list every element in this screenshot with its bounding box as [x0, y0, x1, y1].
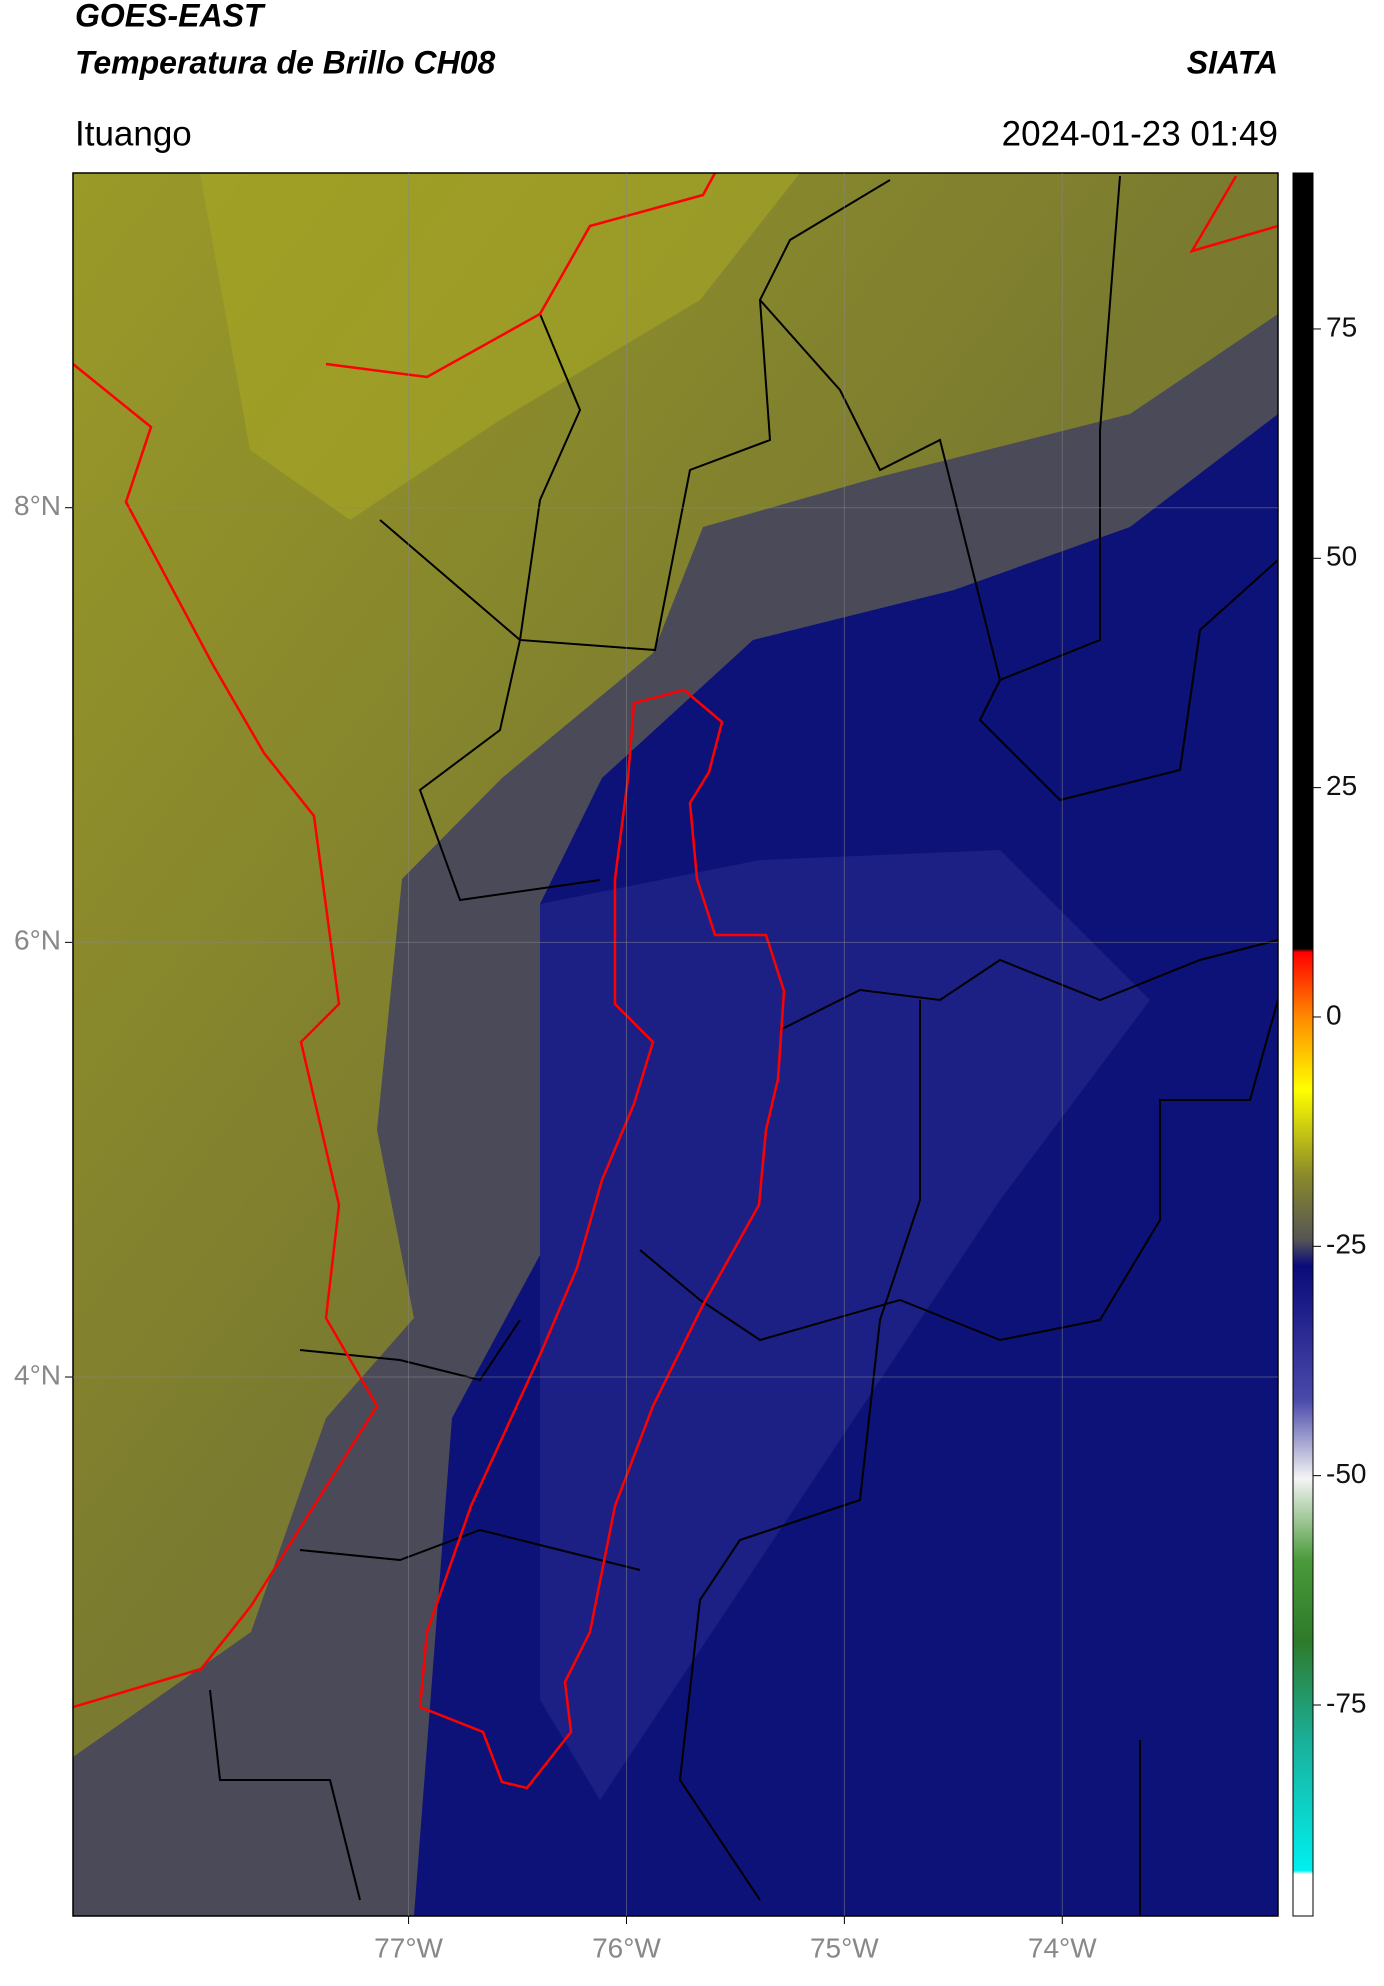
title: GOES-EAST — [75, 0, 266, 33]
colorbar-tick-label: -75 — [1326, 1687, 1366, 1718]
colorbar-tick-label: 0 — [1326, 999, 1342, 1030]
colorbar-tick-label: -50 — [1326, 1458, 1366, 1489]
x-tick-label: 74°W — [1028, 1932, 1097, 1963]
colorbar-tick-label: 25 — [1326, 770, 1357, 801]
map-frame — [72, 172, 1279, 1917]
colorbar-tick-label: 50 — [1326, 541, 1357, 572]
y-tick-label: 8°N — [14, 490, 61, 521]
x-tick-label: 75°W — [810, 1932, 879, 1963]
datetime: 2024-01-23 01:49 — [1002, 114, 1278, 153]
colorbar-tick-label: 75 — [1326, 311, 1357, 342]
location: Ituango — [75, 114, 192, 153]
y-tick-label: 4°N — [14, 1359, 61, 1390]
map-image — [73, 173, 1278, 1916]
x-tick-label: 76°W — [592, 1932, 661, 1963]
colorbar — [1292, 172, 1314, 1917]
subtitle: Temperatura de Brillo CH08 — [75, 44, 495, 80]
y-tick-label: 6°N — [14, 925, 61, 956]
x-tick-label: 77°W — [374, 1932, 443, 1963]
colorbar-tick-label: -25 — [1326, 1229, 1366, 1260]
brand: SIATA — [1187, 44, 1278, 80]
